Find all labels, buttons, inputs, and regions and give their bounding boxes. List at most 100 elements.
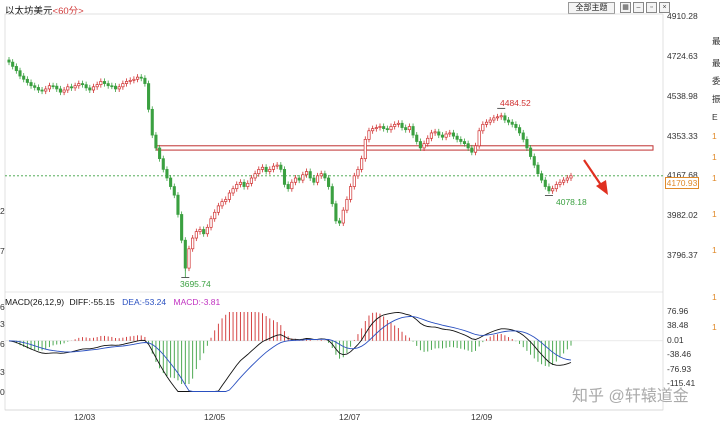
edge-digit: 3 xyxy=(0,319,5,329)
time-axis-label: 12/07 xyxy=(339,412,361,422)
candle-body xyxy=(14,66,18,72)
candle-body xyxy=(529,147,533,157)
candle-body xyxy=(532,156,536,166)
candle-body xyxy=(147,83,151,110)
candle-body xyxy=(562,179,566,183)
candle-body xyxy=(525,139,529,149)
candle-body xyxy=(330,186,334,205)
candle-body xyxy=(473,145,478,153)
candle-body xyxy=(396,122,400,125)
macd-dea-line xyxy=(8,316,572,392)
candle-body xyxy=(235,184,239,190)
candle-body xyxy=(132,78,136,81)
candle-body xyxy=(367,130,371,140)
candle-body xyxy=(418,141,422,149)
candle-body xyxy=(33,85,37,88)
candle-body xyxy=(7,59,11,63)
candle-body xyxy=(58,88,62,93)
candle-body xyxy=(411,126,415,136)
grid-icon[interactable]: ▦ xyxy=(620,2,631,13)
candle-body xyxy=(271,165,276,170)
high-annotation: 4484.52 xyxy=(500,98,531,108)
candle-body xyxy=(117,86,121,90)
candle-body xyxy=(29,82,33,87)
macd-legend: MACD(26,12,9) DIFF:-55.15 DEA:-53.24 MAC… xyxy=(5,297,220,307)
candle-body xyxy=(282,169,287,185)
candle-body xyxy=(187,248,191,269)
candle-body xyxy=(507,119,511,123)
edge-char: 1 xyxy=(712,131,717,141)
macd-axis-label: 76.96 xyxy=(667,306,689,316)
candle-body xyxy=(459,139,463,142)
candle-body xyxy=(55,85,59,90)
edge-char: 1 xyxy=(712,209,717,219)
candle-body xyxy=(407,126,411,131)
edge-char: 委 xyxy=(712,76,720,86)
edge-digit: 6 xyxy=(0,302,5,312)
candle-body xyxy=(183,239,187,269)
candle-body xyxy=(102,81,107,84)
chart-title: 以太坊美元<60分> xyxy=(5,3,84,17)
arrow-head xyxy=(596,180,608,195)
candle-body xyxy=(374,127,378,129)
candle-body xyxy=(99,81,103,85)
candle-body xyxy=(84,84,88,89)
candle-body xyxy=(404,127,408,131)
candle-body xyxy=(124,81,129,84)
macd-value: MACD:-3.81 xyxy=(173,297,221,307)
candle-body xyxy=(47,85,51,90)
candle-body xyxy=(172,186,176,196)
candle-body xyxy=(356,169,360,177)
candle-body xyxy=(393,123,397,127)
minimize-icon[interactable]: – xyxy=(633,2,644,13)
edge-char: 1 xyxy=(712,152,717,162)
candle-body xyxy=(227,192,231,200)
macd-axis-label: -76.93 xyxy=(667,363,692,374)
candle-body xyxy=(36,87,40,91)
low-annotation: 3695.74 xyxy=(180,279,211,289)
candle-body xyxy=(139,76,143,79)
candle-body xyxy=(448,132,452,135)
resistance-zone xyxy=(156,145,654,151)
candle-body xyxy=(205,226,209,235)
candle-body xyxy=(341,209,345,224)
candle-body xyxy=(161,158,165,170)
candle-body xyxy=(466,143,470,149)
candle-body xyxy=(224,199,228,202)
candle-body xyxy=(180,214,184,241)
candle-body xyxy=(499,115,503,118)
candle-body xyxy=(154,134,158,149)
price-axis-label: 4910.28 xyxy=(667,11,698,21)
edge-char: 最 xyxy=(712,36,720,46)
candle-body xyxy=(437,131,441,136)
candle-body xyxy=(543,179,547,187)
restore-icon[interactable]: ▫ xyxy=(646,2,657,13)
candle-body xyxy=(40,89,44,92)
candle-body xyxy=(455,135,459,140)
edge-digit: 0 xyxy=(0,387,5,397)
candle-body xyxy=(62,89,66,93)
price-axis-label: 4167.68 xyxy=(667,170,698,181)
candle-body xyxy=(73,85,77,89)
candle-body xyxy=(382,126,386,129)
candle-body xyxy=(462,141,467,145)
candle-body xyxy=(91,86,96,91)
macd-params: MACD(26,12,9) xyxy=(5,297,65,307)
candle-body xyxy=(492,117,496,121)
close-icon[interactable]: × xyxy=(659,2,670,13)
theme-mode-button[interactable]: 全部主题 xyxy=(568,2,615,14)
candle-body xyxy=(308,171,312,179)
macd-diff: DIFF:-55.15 xyxy=(69,297,115,307)
candle-body xyxy=(558,181,562,185)
edge-digit: 6 xyxy=(0,339,5,349)
candle-body xyxy=(279,164,283,170)
edge-char: E xyxy=(712,112,718,122)
candle-body xyxy=(110,85,114,88)
candle-body xyxy=(540,173,544,181)
current-price-tag: 4170.93 xyxy=(665,177,699,189)
candle-body xyxy=(352,175,356,187)
candle-body xyxy=(51,85,55,88)
candle-body xyxy=(121,83,125,88)
candle-body xyxy=(323,173,327,179)
